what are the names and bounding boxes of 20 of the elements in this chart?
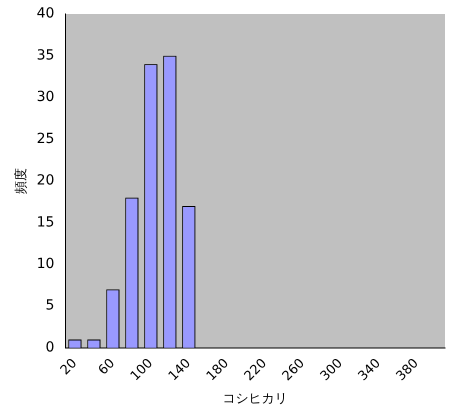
y-tick-label: 30 <box>36 89 54 106</box>
x-tick-label: 140 <box>166 356 194 384</box>
x-axis-title: コシヒカリ <box>222 392 288 407</box>
x-tick-label: 60 <box>96 356 118 378</box>
y-tick-label: 5 <box>45 298 54 314</box>
x-tick-label: 180 <box>204 356 232 384</box>
y-tick-label: 40 <box>36 6 54 22</box>
y-tick-label: 0 <box>45 339 54 356</box>
x-tick-label: 220 <box>242 356 270 384</box>
x-tick-label: 300 <box>318 356 346 384</box>
y-tick-label: 25 <box>36 130 54 147</box>
y-axis-title: 頻度 <box>13 168 30 194</box>
y-tick-label: 20 <box>36 172 54 189</box>
x-tick-label: 260 <box>280 356 308 384</box>
x-tick-label: 380 <box>394 356 422 384</box>
x-tick-label: 340 <box>356 356 384 384</box>
y-tick-label: 15 <box>36 214 54 230</box>
x-tick-label: 100 <box>128 356 156 384</box>
y-tick-label: 10 <box>36 256 54 272</box>
y-tick-label: 35 <box>36 47 54 64</box>
